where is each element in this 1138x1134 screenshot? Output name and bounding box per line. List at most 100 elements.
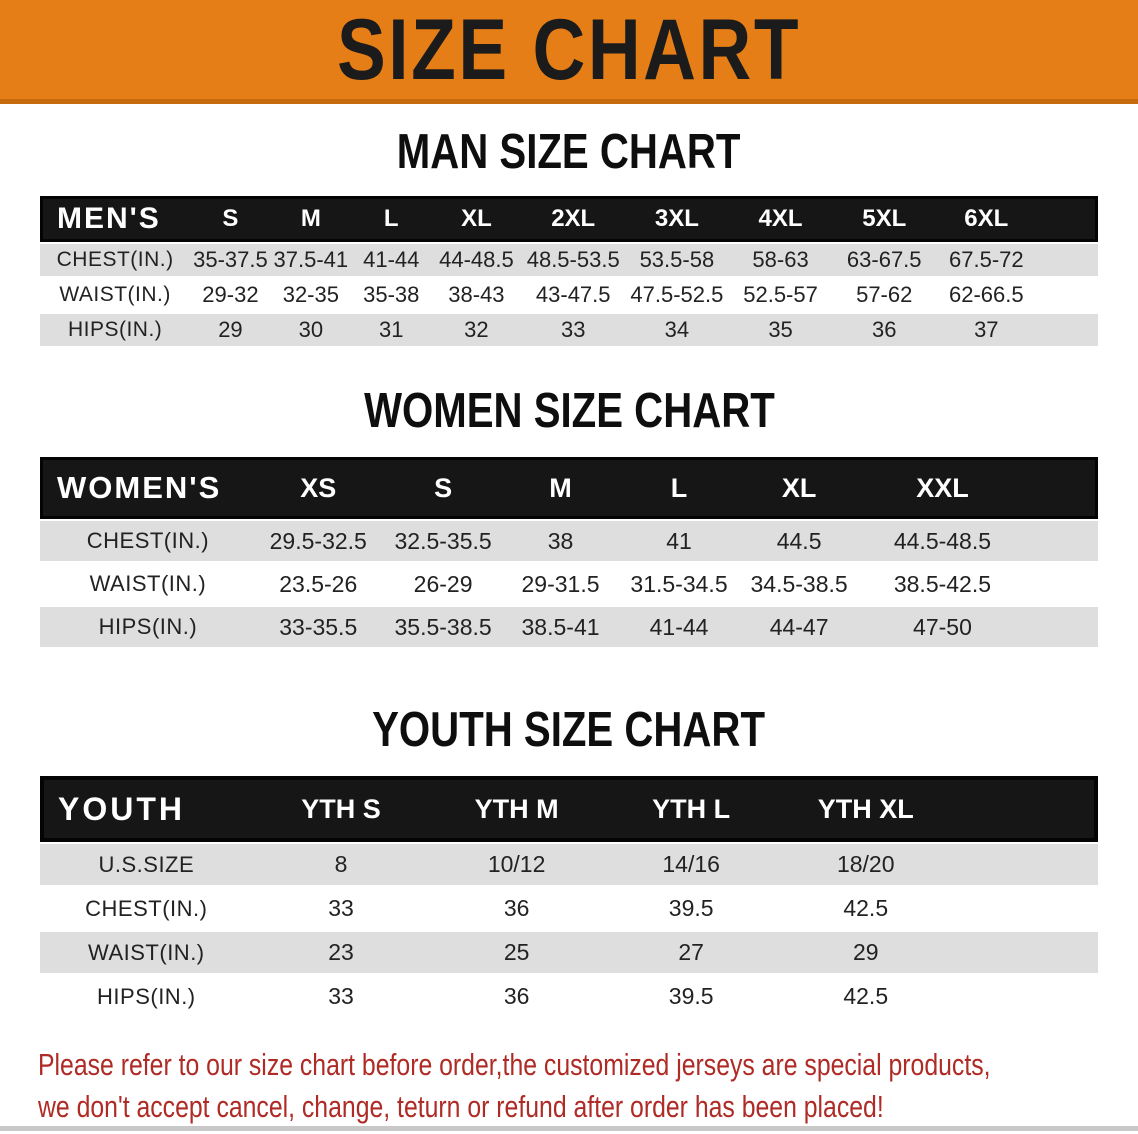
filler-cell [953, 932, 1098, 976]
disclaimer-line: we don't accept cancel, change, teturn o… [38, 1086, 1100, 1128]
men-section: MAN SIZE CHART MEN'S S M L XL 2XL 3XL 4XL 5XL 6XL… [0, 126, 1138, 349]
youth-column-header: YTH S [252, 776, 430, 842]
table-cell: 33-35.5 [255, 607, 381, 650]
table-cell: 42.5 [778, 976, 954, 1020]
table-cell: 42.5 [778, 888, 954, 932]
table-cell: 57-62 [832, 279, 937, 314]
table-cell: 36 [429, 976, 604, 1020]
men-column-header: S [190, 196, 271, 242]
table-cell: 47.5-52.5 [625, 279, 729, 314]
row-label: WAIST(IN.) [40, 932, 253, 976]
table-cell: 18/20 [778, 842, 954, 888]
table-cell: 32 [431, 314, 522, 349]
table-cell: 14/16 [603, 842, 779, 888]
table-cell: 47-50 [855, 607, 1030, 650]
filler-cell [953, 842, 1098, 888]
women-section: WOMEN SIZE CHART WOMEN'S XS S M L XL XXL CHEST(… [0, 385, 1138, 650]
filler-cell [1029, 607, 1098, 650]
filler-cell [953, 776, 1098, 842]
men-table-label: MEN'S [40, 196, 191, 242]
page-title: SIZE CHART [336, 1, 802, 98]
men-table-row: CHEST(IN.) 35-37.5 37.5-41 41-44 44-48.5 48.5… [40, 242, 1098, 279]
men-column-header: L [351, 196, 432, 242]
row-label: CHEST(IN.) [40, 519, 256, 564]
table-cell: 38 [505, 519, 616, 564]
table-cell: 39.5 [603, 976, 779, 1020]
youth-column-header: YTH L [603, 776, 779, 842]
men-size-table: MEN'S S M L XL 2XL 3XL 4XL 5XL 6XL CHEST(IN.) 35-37… [40, 196, 1098, 349]
table-cell: 63-67.5 [832, 242, 937, 279]
table-cell: 34 [625, 314, 729, 349]
men-column-header: 4XL [728, 196, 833, 242]
table-cell: 62-66.5 [936, 279, 1037, 314]
women-header-row: WOMEN'S XS S M L XL XXL [40, 457, 1098, 519]
men-column-header: XL [431, 196, 522, 242]
table-cell: 36 [832, 314, 937, 349]
men-column-header: 2XL [521, 196, 626, 242]
table-cell: 34.5-38.5 [742, 564, 856, 607]
banner: SIZE CHART [0, 0, 1138, 104]
row-label: WAIST(IN.) [40, 564, 256, 607]
filler-cell [1036, 314, 1098, 349]
women-table-row: CHEST(IN.) 29.5-32.5 32.5-35.5 38 41 44.5 44.5… [40, 519, 1098, 564]
table-cell: 37 [936, 314, 1037, 349]
table-cell: 52.5-57 [728, 279, 833, 314]
women-heading-text: WOMEN SIZE CHART [363, 384, 775, 438]
youth-column-header: YTH M [429, 776, 604, 842]
table-cell: 29-31.5 [505, 564, 616, 607]
table-cell: 38.5-41 [505, 607, 616, 650]
bottom-divider [0, 1126, 1138, 1131]
women-column-header: M [505, 457, 616, 519]
row-label: HIPS(IN.) [40, 976, 253, 1020]
women-table-row: WAIST(IN.) 23.5-26 26-29 29-31.5 31.5-34.5 34… [40, 564, 1098, 607]
row-label: CHEST(IN.) [40, 242, 191, 279]
table-cell: 38.5-42.5 [855, 564, 1030, 607]
filler-cell [1036, 242, 1098, 279]
disclaimer-line-2: we don't accept cancel, change, teturn o… [38, 1089, 884, 1124]
women-section-heading: WOMEN SIZE CHART [0, 385, 1138, 437]
youth-table-row: WAIST(IN.) 23 25 27 29 [40, 932, 1098, 976]
women-column-header: L [615, 457, 743, 519]
row-label: U.S.SIZE [40, 842, 253, 888]
table-cell: 53.5-58 [625, 242, 729, 279]
table-cell: 43-47.5 [521, 279, 626, 314]
table-cell: 48.5-53.5 [521, 242, 626, 279]
table-cell: 35 [728, 314, 833, 349]
table-cell: 33 [252, 888, 430, 932]
youth-column-header: YTH XL [778, 776, 954, 842]
filler-cell [953, 976, 1098, 1020]
table-cell: 25 [429, 932, 604, 976]
table-cell: 31.5-34.5 [615, 564, 743, 607]
men-header-row: MEN'S S M L XL 2XL 3XL 4XL 5XL 6XL [40, 196, 1098, 242]
women-table-label: WOMEN'S [40, 457, 256, 519]
men-table-row: WAIST(IN.) 29-32 32-35 35-38 38-43 43-47.5 47.… [40, 279, 1098, 314]
table-cell: 23 [252, 932, 430, 976]
table-cell: 44-48.5 [431, 242, 522, 279]
table-cell: 29 [190, 314, 271, 349]
filler-cell [1029, 564, 1098, 607]
youth-section-heading: YOUTH SIZE CHART [0, 704, 1138, 756]
table-cell: 44-47 [742, 607, 856, 650]
disclaimer: Please refer to our size chart before or… [38, 1044, 1100, 1128]
table-cell: 35.5-38.5 [380, 607, 506, 650]
table-cell: 10/12 [429, 842, 604, 888]
table-cell: 67.5-72 [936, 242, 1037, 279]
table-cell: 26-29 [380, 564, 506, 607]
youth-section: YOUTH SIZE CHART YOUTH YTH S YTH M YTH L YTH… [0, 704, 1138, 1020]
disclaimer-line: Please refer to our size chart before or… [38, 1044, 1100, 1086]
row-label: HIPS(IN.) [40, 607, 256, 650]
women-size-table: WOMEN'S XS S M L XL XXL CHEST(IN.) 29.5-32.5 32.5… [40, 457, 1098, 650]
table-cell: 23.5-26 [255, 564, 381, 607]
men-section-heading: MAN SIZE CHART [0, 126, 1138, 178]
table-cell: 38-43 [431, 279, 522, 314]
men-column-header: M [270, 196, 352, 242]
table-cell: 29.5-32.5 [255, 519, 381, 564]
men-table-row: HIPS(IN.) 29 30 31 32 33 34 35 36 37 [40, 314, 1098, 349]
row-label: WAIST(IN.) [40, 279, 191, 314]
table-cell: 36 [429, 888, 604, 932]
table-cell: 37.5-41 [270, 242, 352, 279]
table-cell: 39.5 [603, 888, 779, 932]
women-column-header: XS [255, 457, 381, 519]
filler-cell [1036, 279, 1098, 314]
